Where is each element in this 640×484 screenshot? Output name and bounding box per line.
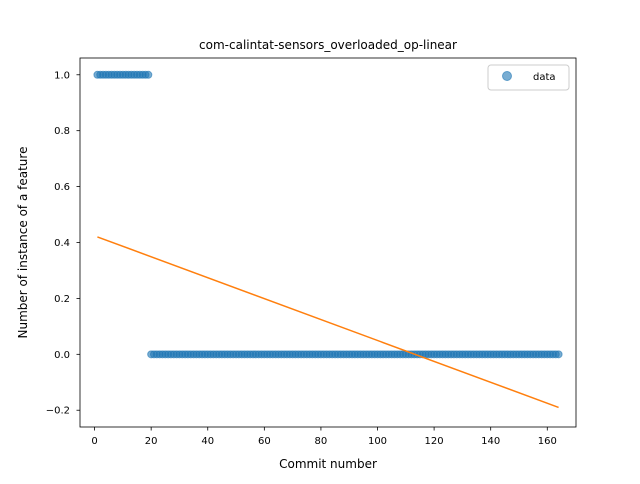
y-tick-label: 1.0 xyxy=(54,70,70,81)
axes-layer: 0 20 40 60 80 100 120 140 160 −0.2 0.0 0.2 0.4 0.6 0.8… xyxy=(46,57,577,447)
x-tick-label: 160 xyxy=(538,436,557,447)
data-point xyxy=(554,350,563,359)
x-tick-label: 80 xyxy=(315,436,328,447)
data-point xyxy=(144,70,153,79)
y-axis-label: Number of instance of a feature xyxy=(16,147,30,339)
x-tick-label: 40 xyxy=(201,436,214,447)
legend-marker-data xyxy=(502,71,512,81)
y-tick-label: 0.6 xyxy=(54,182,70,193)
y-tick-label: 0.4 xyxy=(54,238,70,249)
data-layer xyxy=(93,70,563,409)
x-axis-label: Commit number xyxy=(279,457,377,471)
y-tick-label: 0.8 xyxy=(54,126,70,137)
x-tick-label: 20 xyxy=(145,436,158,447)
plot-area xyxy=(80,58,576,427)
y-tick-label: −0.2 xyxy=(46,406,70,417)
legend[interactable]: data xyxy=(487,64,570,91)
x-tick-label: 140 xyxy=(481,436,500,447)
x-tick-label: 120 xyxy=(425,436,444,447)
linear-fit-line xyxy=(97,236,559,409)
legend-label-data: data xyxy=(533,72,556,83)
x-tick-label: 60 xyxy=(258,436,271,447)
legend-frame xyxy=(487,64,570,91)
x-tick-label: 100 xyxy=(368,436,387,447)
x-tick-label: 0 xyxy=(91,436,97,447)
y-tick-label: 0.2 xyxy=(54,294,70,305)
chart-title: com-calintat-sensors_overloaded_op-linea… xyxy=(199,38,457,52)
y-tick-label: 0.0 xyxy=(54,350,70,361)
